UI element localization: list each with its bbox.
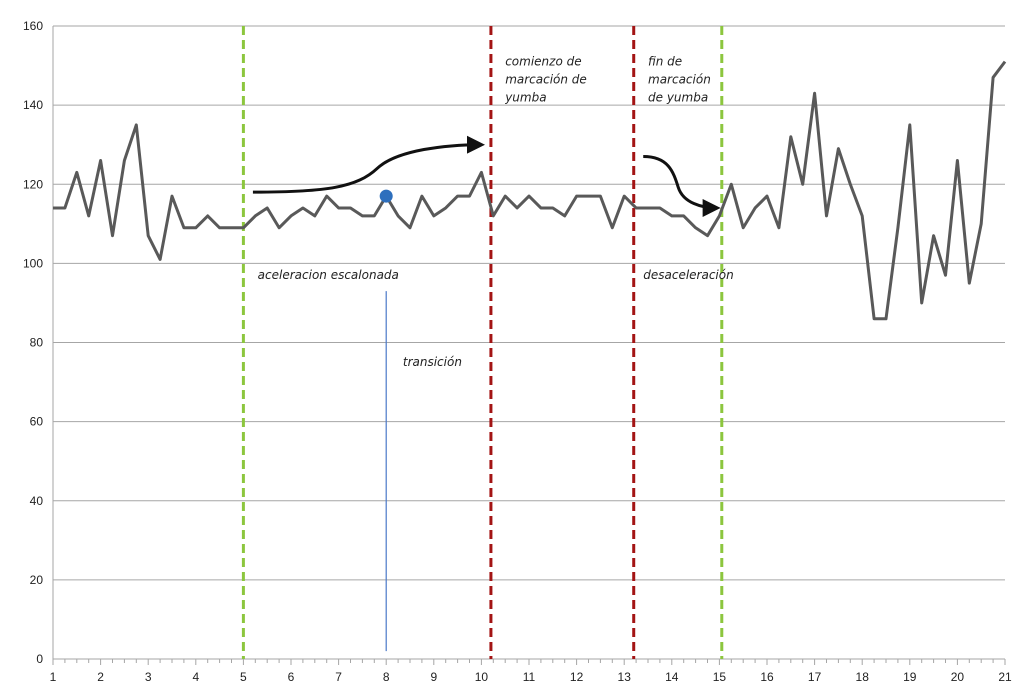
x-tick-label: 4 [192, 670, 199, 684]
x-tick-label: 11 [523, 670, 536, 684]
x-tick-label: 8 [383, 670, 390, 684]
x-tick-label: 19 [903, 670, 917, 684]
y-tick-label: 60 [30, 415, 44, 429]
y-tick-label: 20 [30, 573, 44, 587]
y-tick-label: 100 [23, 256, 43, 270]
x-tick-label: 17 [808, 670, 822, 684]
y-tick-label: 160 [23, 19, 43, 33]
x-tick-label: 2 [97, 670, 104, 684]
series [53, 60, 1007, 321]
annotation-text: aceleracion escalonada [258, 268, 399, 282]
y-tick-label: 0 [36, 652, 43, 666]
x-tick-label: 18 [856, 670, 870, 684]
x-tick-label: 16 [760, 670, 774, 684]
annotation-text: yumba [504, 91, 546, 105]
x-tick-label: 3 [145, 670, 152, 684]
annotation-arrow [643, 155, 721, 217]
grid-lines [53, 25, 1005, 581]
series-line [53, 60, 1007, 321]
x-tick-label: 15 [713, 670, 727, 684]
x-tick-label: 1 [50, 670, 57, 684]
x-tick-label: 12 [570, 670, 584, 684]
x-tick-label: 20 [951, 670, 965, 684]
annotation-text: comienzo de [505, 55, 581, 69]
x-tick-label: 9 [430, 670, 437, 684]
reference-lines [241, 26, 724, 659]
annotation-comienzo: comienzo de marcación de yumba [504, 55, 587, 105]
annotation-fin: fin de marcación de yumba [648, 55, 711, 105]
y-tick-label: 80 [30, 336, 44, 350]
annotation-arrow [252, 135, 485, 194]
x-tick-label: 14 [665, 670, 679, 684]
annotation-transicion: transición [403, 355, 462, 369]
y-tick-label: 140 [23, 98, 43, 112]
annotation-text: de yumba [648, 91, 708, 105]
annotation-aceleracion: aceleracion escalonada [258, 268, 399, 282]
x-tick-label: 10 [475, 670, 489, 684]
data-marker [379, 189, 393, 203]
annotation-text: desaceleración [643, 268, 733, 282]
arrows [252, 135, 721, 217]
annotation-desaceleracion: desaceleración [643, 268, 733, 282]
annotation-text: marcación de [505, 73, 587, 87]
markers [379, 189, 393, 203]
x-tick-label: 6 [288, 670, 295, 684]
x-tick-label: 7 [335, 670, 342, 684]
x-tick-label: 21 [998, 670, 1012, 684]
annotation-text: marcación [648, 73, 711, 87]
annotations: aceleracion escalonada transición comienzo… [258, 55, 734, 370]
annotation-text: transición [403, 355, 462, 369]
y-tick-label: 120 [23, 177, 43, 191]
x-tick-label: 5 [240, 670, 247, 684]
y-tick-label: 40 [30, 494, 44, 508]
annotation-text: fin de [648, 55, 682, 69]
x-tick-label: 13 [618, 670, 632, 684]
